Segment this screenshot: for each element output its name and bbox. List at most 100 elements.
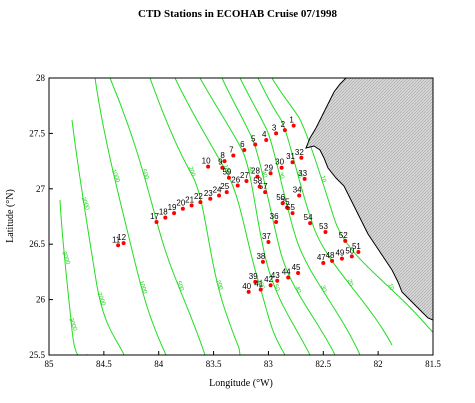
station-label: 58 bbox=[253, 177, 262, 186]
contour-label: 500 bbox=[175, 281, 184, 293]
station-label: 41 bbox=[254, 280, 263, 289]
station-label: 49 bbox=[335, 249, 344, 258]
station-label: 11 bbox=[112, 235, 121, 244]
station-marker bbox=[356, 249, 361, 254]
station-marker bbox=[208, 196, 213, 201]
station-label: 47 bbox=[317, 253, 326, 262]
station-marker bbox=[198, 200, 203, 205]
station-label: 57 bbox=[259, 182, 268, 191]
station-marker bbox=[286, 275, 291, 280]
contour-10 bbox=[271, 78, 433, 334]
station-marker bbox=[323, 230, 328, 235]
y-tick-label: 27 bbox=[36, 184, 46, 194]
y-tick-label: 27.5 bbox=[29, 128, 45, 138]
contour-40 bbox=[221, 78, 336, 355]
station-marker bbox=[308, 221, 313, 226]
station-marker bbox=[163, 215, 168, 220]
station-label: 36 bbox=[270, 212, 279, 221]
station-label: 24 bbox=[213, 185, 222, 194]
contour-label: 10 bbox=[386, 283, 394, 292]
station-marker bbox=[206, 164, 211, 169]
station-marker bbox=[339, 256, 344, 261]
station-label: 38 bbox=[256, 252, 265, 261]
station-label: 8 bbox=[220, 151, 225, 160]
station-label: 59 bbox=[222, 168, 231, 177]
station-marker bbox=[279, 165, 284, 170]
station-marker bbox=[255, 174, 260, 179]
contour-label: 1000 bbox=[137, 280, 147, 295]
x-tick-label: 82 bbox=[374, 359, 383, 369]
station-marker bbox=[268, 171, 273, 176]
station-marker bbox=[253, 279, 258, 284]
contour-200 bbox=[149, 78, 241, 355]
station-marker bbox=[180, 206, 185, 211]
station-label: 9 bbox=[218, 158, 223, 167]
station-marker bbox=[290, 160, 295, 165]
station-label: 40 bbox=[242, 282, 251, 291]
contour-50 bbox=[199, 78, 311, 355]
station-marker bbox=[302, 176, 307, 181]
station-marker bbox=[242, 148, 247, 153]
station-label: 19 bbox=[168, 203, 177, 212]
station-marker bbox=[235, 183, 240, 188]
station-marker bbox=[349, 254, 354, 259]
contour-3000 bbox=[59, 199, 89, 355]
x-tick-label: 85 bbox=[45, 359, 55, 369]
contour-500 bbox=[109, 78, 206, 355]
station-label: 17 bbox=[150, 212, 159, 221]
station-marker bbox=[244, 179, 249, 184]
station-label: 39 bbox=[249, 272, 258, 281]
station-label: 30 bbox=[275, 158, 284, 167]
station-label: 12 bbox=[117, 233, 126, 242]
station-label: 33 bbox=[298, 169, 307, 178]
station-label: 55 bbox=[286, 203, 295, 212]
station-label: 35 bbox=[281, 198, 290, 207]
map-title: CTD Stations in ECOHAB Cruise 07/1998 bbox=[138, 8, 337, 20]
station-marker bbox=[116, 243, 121, 248]
station-marker bbox=[260, 259, 265, 264]
station-label: 6 bbox=[240, 140, 245, 149]
station-label: 1 bbox=[289, 116, 294, 125]
x-tick-label: 83 bbox=[264, 359, 274, 369]
station-label: 56 bbox=[276, 193, 285, 202]
contour-label: 20 bbox=[295, 171, 303, 180]
station-marker bbox=[246, 289, 251, 294]
contour-label: 10 bbox=[319, 175, 327, 184]
station-marker bbox=[226, 175, 231, 180]
x-tick-label: 83.5 bbox=[206, 359, 222, 369]
contour-20 bbox=[257, 78, 393, 346]
station-marker bbox=[330, 258, 335, 263]
station-label: 22 bbox=[194, 192, 203, 201]
station-label: 27 bbox=[240, 171, 249, 180]
station-label: 42 bbox=[264, 275, 273, 284]
station-marker bbox=[274, 131, 279, 136]
contour-label: 500 bbox=[140, 169, 149, 181]
contour-label: 20 bbox=[346, 279, 354, 288]
station-marker bbox=[220, 165, 225, 170]
station-label: 52 bbox=[339, 231, 348, 240]
station-marker bbox=[189, 203, 194, 208]
contour-label: 40 bbox=[260, 170, 268, 179]
station-marker bbox=[224, 190, 229, 195]
station-marker bbox=[253, 142, 258, 147]
contour-label: 100 bbox=[222, 164, 231, 176]
plot-frame bbox=[48, 77, 434, 356]
station-marker bbox=[343, 238, 348, 243]
station-label: 54 bbox=[304, 213, 313, 222]
florida-land bbox=[305, 78, 433, 321]
station-label: 32 bbox=[295, 148, 304, 157]
contour-label: 3000 bbox=[60, 251, 70, 266]
y-tick-label: 26 bbox=[36, 295, 46, 305]
contour-label: 200 bbox=[187, 166, 196, 178]
station-marker bbox=[257, 184, 262, 189]
contour-label: 100 bbox=[256, 279, 265, 291]
contour-label: 50 bbox=[272, 284, 280, 293]
station-marker bbox=[274, 220, 279, 225]
station-label: 34 bbox=[293, 185, 302, 194]
station-marker bbox=[263, 190, 268, 195]
contour-label: 30 bbox=[319, 285, 327, 294]
station-marker bbox=[264, 138, 269, 143]
station-marker bbox=[285, 205, 290, 210]
station-label: 25 bbox=[220, 182, 229, 191]
contour-100 bbox=[174, 78, 286, 355]
